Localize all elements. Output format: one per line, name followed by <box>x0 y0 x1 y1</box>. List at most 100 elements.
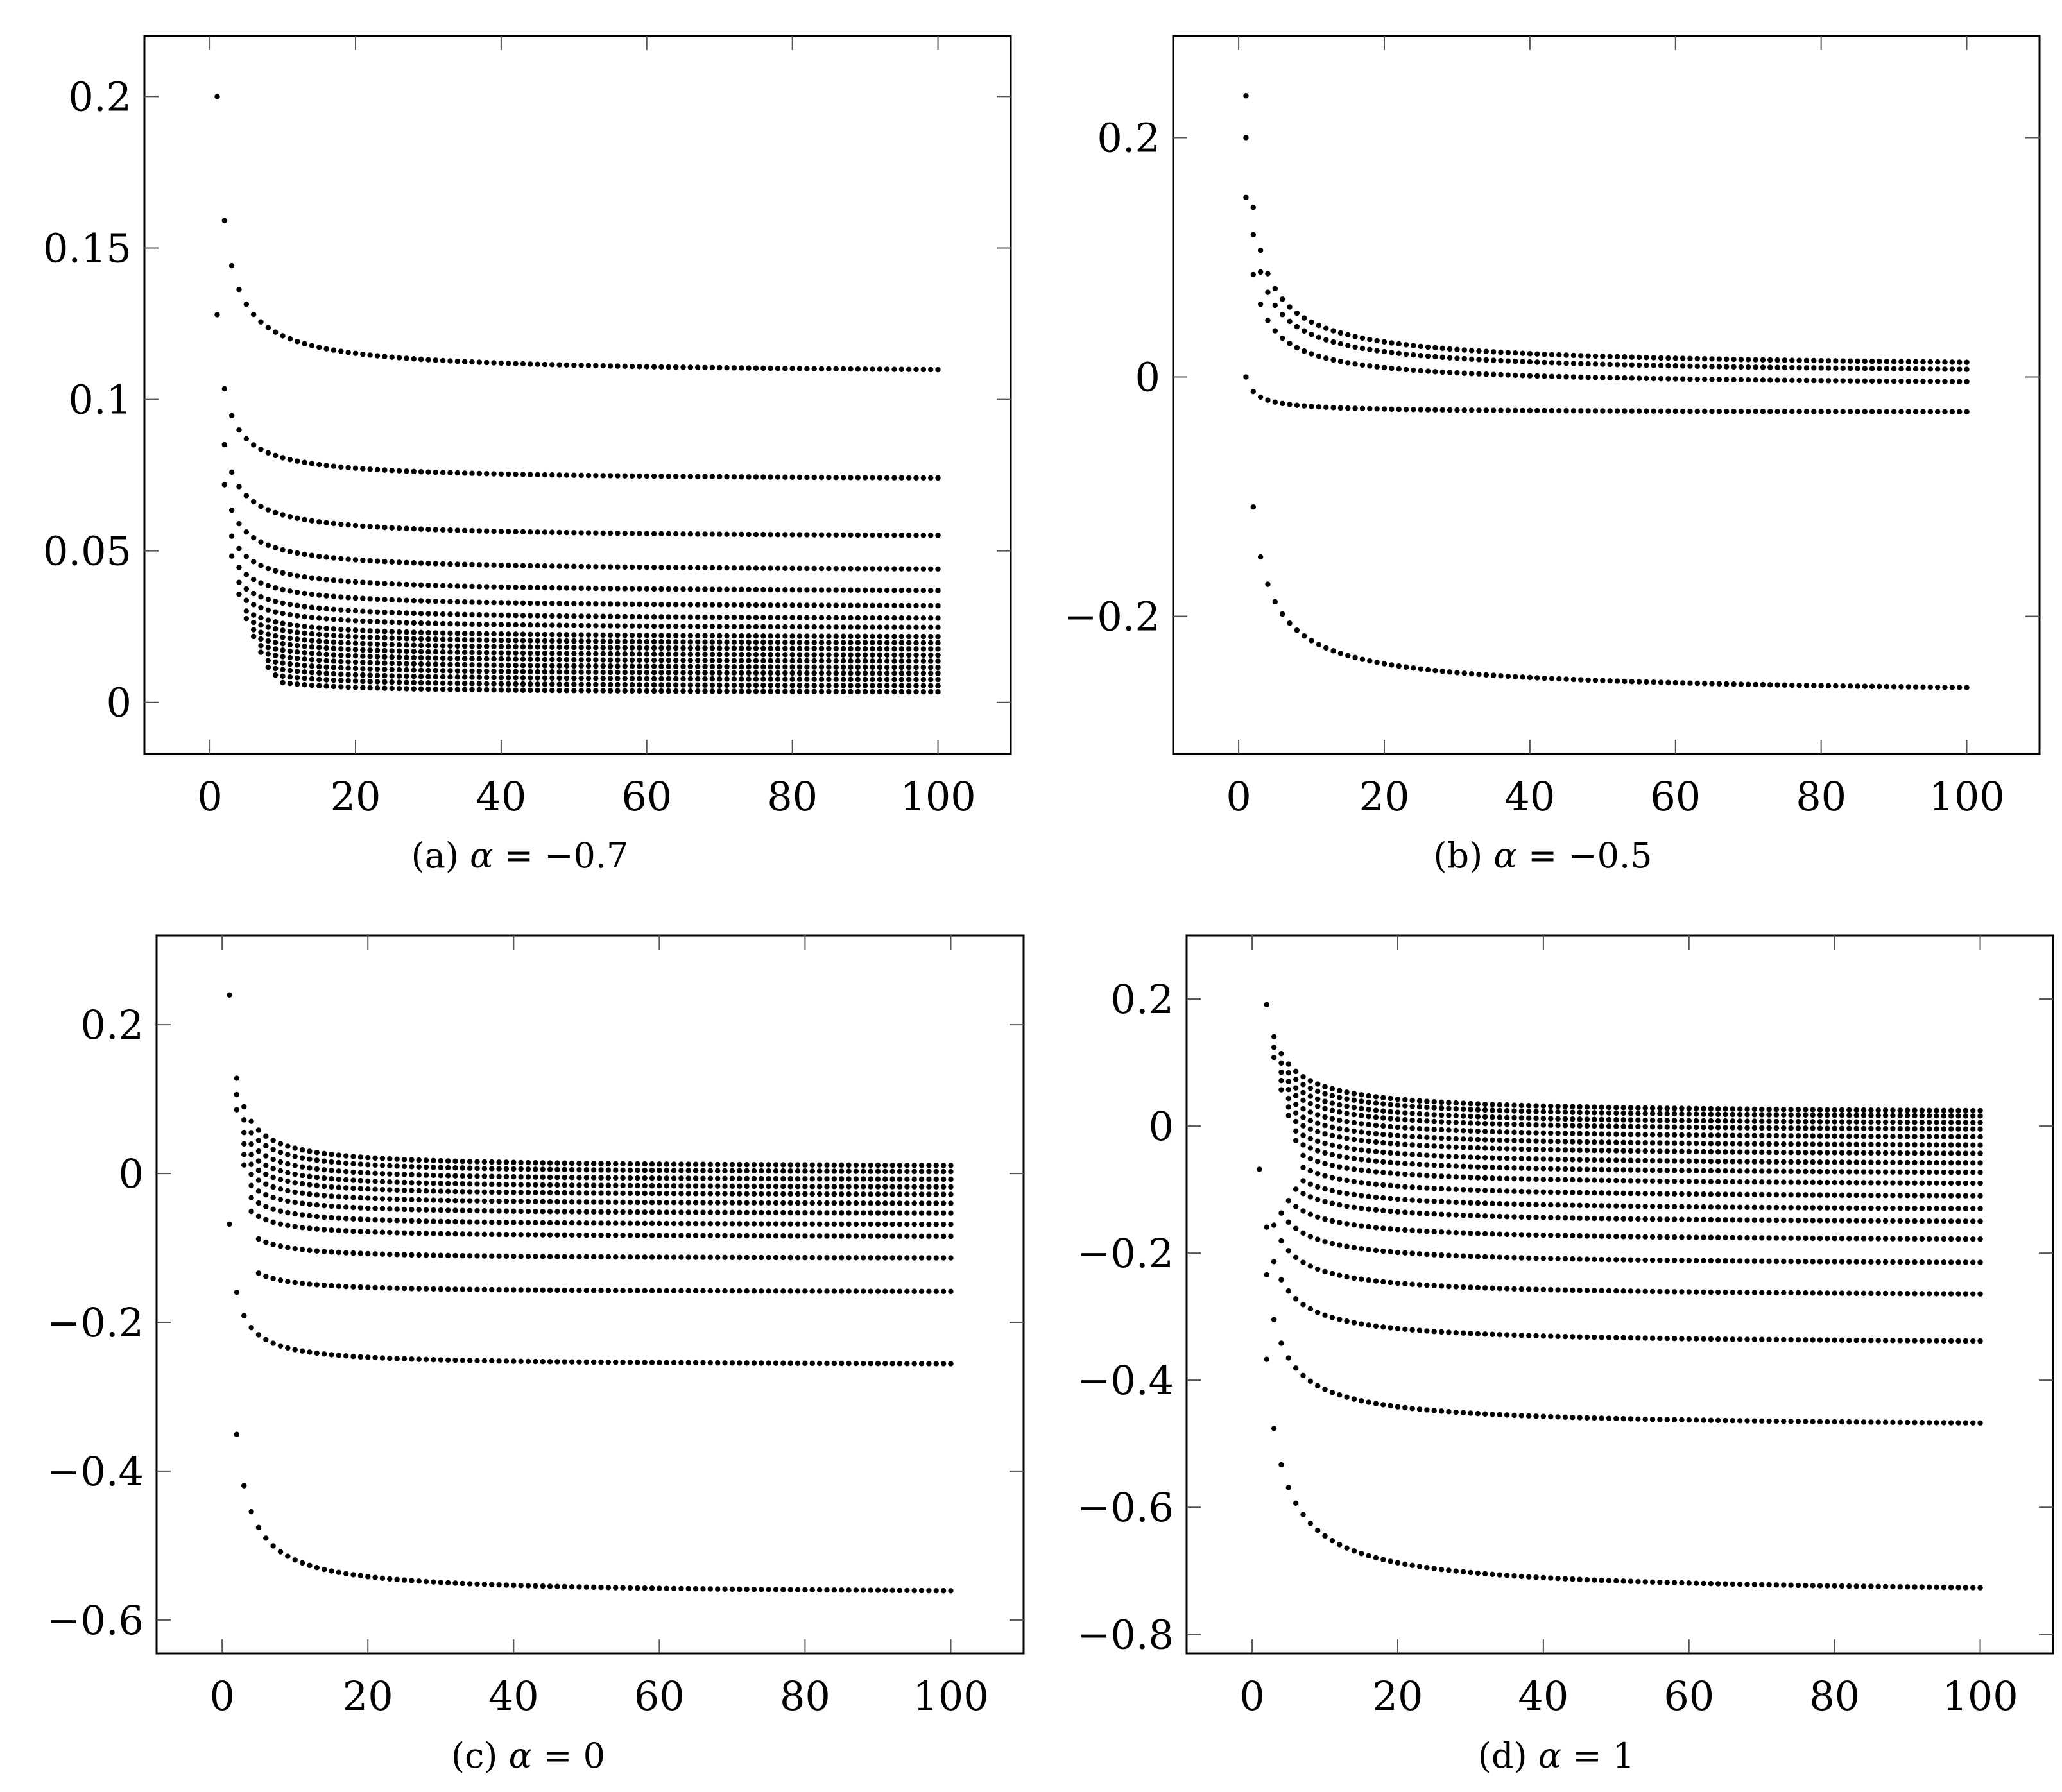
data-point <box>1855 378 1860 384</box>
panel-a-series-6 <box>228 553 941 609</box>
data-point <box>1773 1235 1780 1241</box>
data-point <box>882 1210 888 1216</box>
data-point <box>707 1209 714 1215</box>
data-point <box>1482 1175 1488 1181</box>
data-point <box>1534 373 1540 379</box>
data-point <box>307 1281 313 1287</box>
data-point <box>513 529 519 534</box>
data-point <box>753 658 759 663</box>
data-point <box>1542 359 1547 366</box>
data-point <box>826 640 832 645</box>
data-point <box>884 587 890 593</box>
data-point <box>336 1204 342 1209</box>
data-point <box>1388 1123 1393 1130</box>
data-point <box>1411 343 1416 348</box>
data-point <box>642 1182 648 1189</box>
data-point <box>811 587 817 593</box>
data-point <box>744 1209 750 1216</box>
data-point <box>563 563 570 569</box>
data-point <box>759 1191 764 1197</box>
data-point <box>1498 407 1504 413</box>
data-point <box>948 1233 954 1240</box>
data-point <box>1686 1140 1692 1147</box>
data-point <box>1490 407 1497 413</box>
data-point <box>642 1288 648 1293</box>
data-point <box>1534 351 1540 357</box>
data-point <box>1337 341 1344 347</box>
data-point <box>248 1161 254 1167</box>
data-point <box>1693 1118 1699 1124</box>
data-point <box>1359 1105 1364 1112</box>
data-point <box>287 654 293 661</box>
data-point <box>627 1175 633 1181</box>
data-point <box>1853 1119 1859 1125</box>
data-point <box>528 585 533 590</box>
data-point <box>295 622 300 629</box>
data-point <box>1680 376 1686 382</box>
data-point <box>1817 1235 1823 1242</box>
data-point <box>906 640 912 645</box>
data-point <box>511 1174 517 1180</box>
data-point <box>323 670 329 676</box>
data-point <box>1649 1234 1656 1240</box>
data-point <box>280 512 286 518</box>
data-point <box>826 652 832 658</box>
data-point <box>1287 341 1293 346</box>
x-tick-label: 100 <box>913 1673 988 1719</box>
data-point <box>1607 361 1613 368</box>
data-point <box>396 629 402 635</box>
data-point <box>1453 1144 1459 1150</box>
data-point <box>1351 1204 1357 1210</box>
data-point <box>833 683 839 688</box>
data-point <box>547 1190 553 1196</box>
data-point <box>556 651 562 656</box>
data-point <box>773 1183 779 1190</box>
data-point <box>496 1181 502 1188</box>
data-point <box>396 642 402 648</box>
data-point <box>374 628 381 634</box>
data-point <box>1518 1138 1525 1144</box>
data-point <box>1613 1190 1619 1196</box>
data-point <box>666 682 672 688</box>
data-point <box>469 528 475 534</box>
data-point <box>590 1199 597 1205</box>
data-point <box>474 1581 480 1587</box>
data-point <box>620 1182 626 1189</box>
data-point <box>714 1233 721 1239</box>
data-point <box>1388 1208 1393 1215</box>
data-point <box>1977 1150 1983 1156</box>
data-point <box>600 638 606 644</box>
data-point <box>258 636 264 642</box>
data-point <box>542 472 548 478</box>
data-point <box>796 645 803 652</box>
data-point <box>1562 1233 1568 1239</box>
data-point <box>692 1233 699 1239</box>
data-point <box>1380 1149 1386 1156</box>
data-point <box>1446 1154 1452 1159</box>
data-point <box>483 669 490 674</box>
data-point <box>585 613 592 619</box>
data-point <box>1606 1216 1612 1222</box>
data-point <box>1367 405 1373 412</box>
data-point <box>768 645 773 651</box>
data-point <box>729 1168 735 1174</box>
data-point <box>680 670 686 676</box>
data-point <box>1686 1204 1692 1210</box>
data-point <box>709 651 716 658</box>
data-point <box>671 1360 677 1366</box>
data-point <box>221 218 227 224</box>
data-point <box>868 1360 873 1367</box>
data-point <box>1833 358 1839 364</box>
data-point <box>1272 302 1278 309</box>
data-point <box>382 647 388 654</box>
data-point <box>1919 1113 1925 1119</box>
data-point <box>1300 1142 1306 1148</box>
data-point <box>877 658 883 664</box>
data-point <box>891 602 897 609</box>
data-point <box>389 660 395 667</box>
data-point <box>1453 1100 1459 1106</box>
data-point <box>263 1163 269 1168</box>
data-point <box>1679 1140 1685 1147</box>
data-point <box>554 1166 560 1173</box>
data-point <box>789 645 795 652</box>
